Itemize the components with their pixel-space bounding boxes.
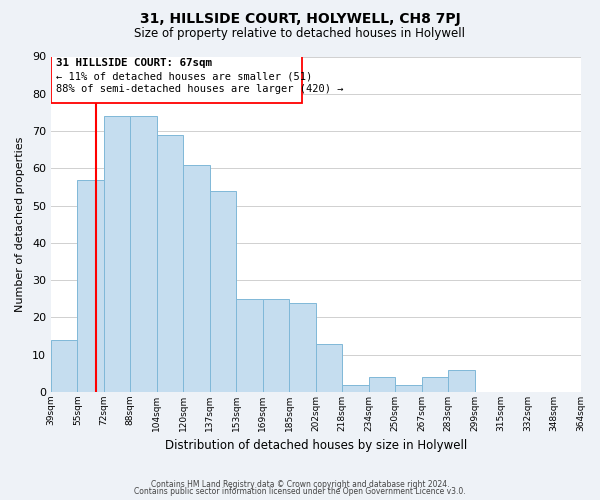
Bar: [368, 377, 395, 392]
Bar: [448, 370, 475, 392]
Y-axis label: Number of detached properties: Number of detached properties: [15, 136, 25, 312]
Text: 88% of semi-detached houses are larger (420) →: 88% of semi-detached houses are larger (…: [56, 84, 343, 94]
Bar: [51, 56, 302, 103]
Bar: [236, 299, 263, 392]
Bar: [263, 299, 289, 392]
Bar: [51, 340, 77, 392]
Text: Contains public sector information licensed under the Open Government Licence v3: Contains public sector information licen…: [134, 488, 466, 496]
Bar: [422, 377, 448, 392]
Text: 31, HILLSIDE COURT, HOLYWELL, CH8 7PJ: 31, HILLSIDE COURT, HOLYWELL, CH8 7PJ: [140, 12, 460, 26]
Bar: [104, 116, 130, 392]
Bar: [342, 384, 368, 392]
Bar: [184, 164, 210, 392]
Bar: [130, 116, 157, 392]
Bar: [395, 384, 422, 392]
Bar: [289, 302, 316, 392]
Bar: [77, 180, 104, 392]
Text: Contains HM Land Registry data © Crown copyright and database right 2024.: Contains HM Land Registry data © Crown c…: [151, 480, 449, 489]
Text: 31 HILLSIDE COURT: 67sqm: 31 HILLSIDE COURT: 67sqm: [56, 58, 212, 68]
Bar: [316, 344, 342, 392]
Text: ← 11% of detached houses are smaller (51): ← 11% of detached houses are smaller (51…: [56, 72, 312, 82]
Bar: [157, 135, 184, 392]
Bar: [210, 190, 236, 392]
Text: Size of property relative to detached houses in Holywell: Size of property relative to detached ho…: [134, 28, 466, 40]
X-axis label: Distribution of detached houses by size in Holywell: Distribution of detached houses by size …: [164, 440, 467, 452]
